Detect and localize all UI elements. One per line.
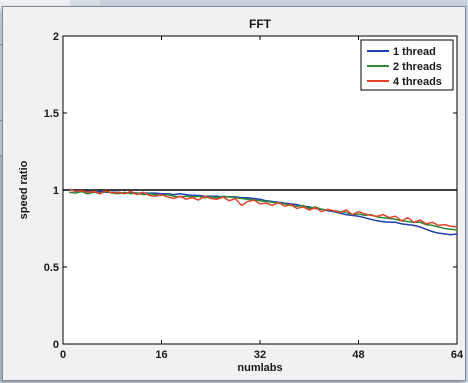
y-tick-label: 0 <box>53 339 59 351</box>
y-tick-label: 2 <box>53 31 59 43</box>
legend-label: 2 threads <box>393 61 442 73</box>
series-line-3 <box>68 188 458 228</box>
x-tick-label: 48 <box>352 349 364 361</box>
y-tick-label: 1 <box>53 185 59 197</box>
chart-title: FFT <box>249 17 272 31</box>
y-axis-label: speed ratio <box>18 160 30 219</box>
chart-canvas: 0 16 32 48 64 0 0.5 1 1.5 2 1 thread 2 threads 4 th… <box>18 17 464 374</box>
legend-label: 1 thread <box>393 46 436 58</box>
legend-label: 4 threads <box>393 76 442 88</box>
x-tick-label: 32 <box>254 349 266 361</box>
x-tick-label: 16 <box>155 349 167 361</box>
x-axis-label: numlabs <box>237 362 282 374</box>
x-tick-label: 0 <box>60 349 66 361</box>
x-tick-label: 64 <box>451 349 464 361</box>
figure-window: 0 16 32 48 64 0 0.5 1 1.5 2 1 thread 2 threads 4 th… <box>2 6 466 381</box>
y-tick-label: 1.5 <box>44 108 59 120</box>
y-tick-label: 0.5 <box>44 262 59 274</box>
